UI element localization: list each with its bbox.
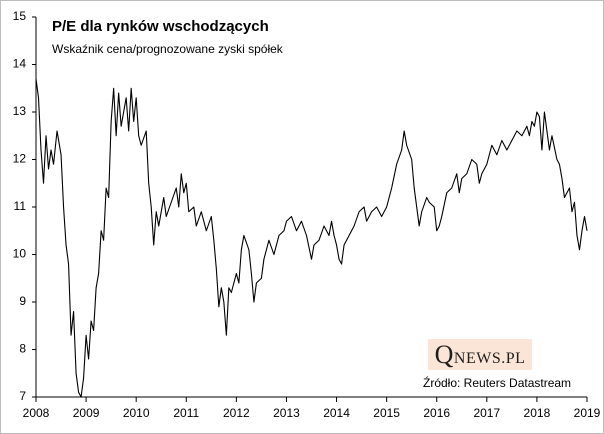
y-tick-label: 12 [13,152,27,166]
y-tick-label: 7 [19,389,26,403]
x-tick-label: 2012 [223,406,250,420]
x-tick-label: 2010 [123,406,150,420]
y-tick-label: 15 [13,9,27,23]
y-tick-label: 14 [13,57,27,71]
x-tick-label: 2014 [323,406,350,420]
y-tick-label: 11 [14,199,27,213]
x-tick-label: 2009 [73,406,100,420]
x-tick-label: 2011 [173,406,199,420]
y-tick-label: 10 [13,247,27,261]
y-tick-label: 8 [19,342,26,356]
chart-subtitle: Wskaźnik cena/prognozowane zyski spółek [52,42,284,56]
x-tick-label: 2017 [473,406,500,420]
series-line [35,78,588,398]
x-tick-label: 2016 [423,406,450,420]
y-tick-label: 13 [13,104,27,118]
x-tick-label: 2013 [273,406,300,420]
source: Źródło: Reuters Datastream [423,375,571,390]
x-tick-label: 2018 [524,406,551,420]
x-tick-label: 2015 [373,406,400,420]
y-tick-label: 9 [19,294,26,308]
x-tick-label: 2019 [574,406,601,420]
chart-title: P/E dla rynków wschodzących [52,18,269,35]
watermark: QNEWS.PL [428,339,532,370]
x-tick-label: 2008 [23,406,50,420]
